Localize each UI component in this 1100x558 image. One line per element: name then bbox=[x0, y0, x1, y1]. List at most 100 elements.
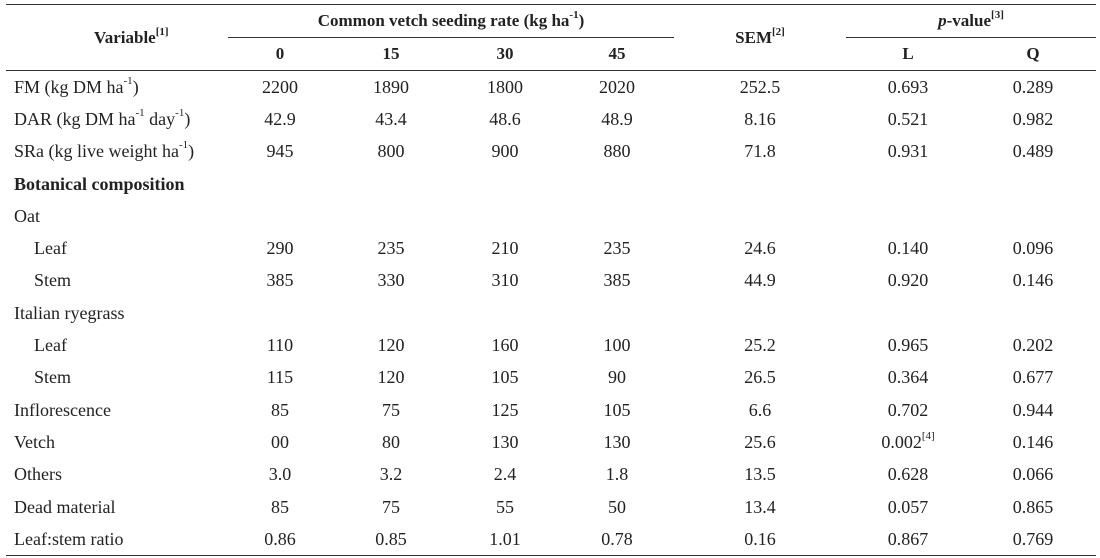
rate-value-cell-text: 85 bbox=[271, 496, 289, 517]
sem-cell-text: 44.9 bbox=[744, 270, 776, 291]
rate-value-cell bbox=[332, 297, 450, 329]
linear-p-cell bbox=[846, 200, 970, 232]
quadratic-p-cell: 0.944 bbox=[970, 394, 1096, 426]
row-label: FM (kg DM ha-1) bbox=[6, 71, 228, 104]
linear-p-cell: 0.867 bbox=[846, 523, 970, 556]
quadratic-p-cell: 0.677 bbox=[970, 362, 1096, 394]
rate-value-cell: 110 bbox=[228, 329, 332, 361]
quadratic-p-cell: 0.489 bbox=[970, 136, 1096, 168]
row-label-text: FM (kg DM ha bbox=[14, 76, 124, 97]
rate-value-cell: 310 bbox=[450, 265, 560, 297]
rate-value-cell-text: 100 bbox=[603, 335, 631, 356]
row-label: Inflorescence bbox=[6, 394, 228, 426]
rate-value-cell: 120 bbox=[332, 362, 450, 394]
rate-value-cell bbox=[228, 297, 332, 329]
row-label-sup2: -1 bbox=[175, 106, 185, 119]
rate-header-0: 0 bbox=[275, 44, 285, 63]
rate-value-cell-text: 120 bbox=[377, 335, 405, 356]
rate-value-cell-text: 2200 bbox=[262, 76, 298, 97]
seeding-rate-group-header: Common vetch seeding rate (kg ha-1) bbox=[228, 4, 674, 38]
empty-cell bbox=[228, 168, 332, 200]
rate-value-cell: 1.01 bbox=[450, 523, 560, 556]
row-label: DAR (kg DM ha-1 day-1) bbox=[6, 103, 228, 135]
row-label: Others bbox=[6, 459, 228, 491]
rate-value-cell: 105 bbox=[560, 394, 674, 426]
rate-value-cell bbox=[332, 200, 450, 232]
rate-value-cell-text: 3.2 bbox=[379, 464, 403, 485]
rate-value-cell: 130 bbox=[560, 426, 674, 458]
linear-p-cell-text: 0.140 bbox=[887, 238, 929, 259]
rate-value-cell: 0.78 bbox=[560, 523, 674, 556]
group-title-sup: -1 bbox=[569, 9, 579, 21]
sem-header: SEM[2] bbox=[674, 5, 846, 71]
rate-value-cell: 115 bbox=[228, 362, 332, 394]
row-label-post1: ) bbox=[132, 76, 139, 97]
rate-value-cell-text: 55 bbox=[496, 496, 514, 517]
quadratic-p-cell-text: 0.066 bbox=[1012, 464, 1054, 485]
sem-cell-text: 26.5 bbox=[744, 367, 776, 388]
rate-value-cell: 75 bbox=[332, 394, 450, 426]
linear-header: L bbox=[902, 44, 914, 63]
rate-value-cell: 80 bbox=[332, 426, 450, 458]
row-label-text: Dead material bbox=[14, 496, 116, 517]
rate-header-45: 45 bbox=[608, 44, 626, 63]
sem-cell bbox=[674, 200, 846, 232]
linear-p-cell: 0.931 bbox=[846, 136, 970, 168]
linear-p-cell-text: 0.920 bbox=[887, 270, 929, 291]
quadratic-p-cell: 0.202 bbox=[970, 329, 1096, 361]
rate-value-cell: 42.9 bbox=[228, 103, 332, 135]
linear-p-cell-text: 0.702 bbox=[887, 399, 929, 420]
row-label: Leaf bbox=[6, 232, 228, 264]
sem-cell: 71.8 bbox=[674, 136, 846, 168]
rate-value-cell: 75 bbox=[332, 491, 450, 523]
linear-p-cell-text: 0.965 bbox=[887, 335, 929, 356]
sem-cell: 25.2 bbox=[674, 329, 846, 361]
rate-value-cell-text: 130 bbox=[603, 431, 631, 452]
table-row: DAR (kg DM ha-1 day-1) 42.9 43.4 48.6 48.9 8.… bbox=[6, 103, 1096, 135]
sem-cell: 13.5 bbox=[674, 459, 846, 491]
sem-cell-text: 13.4 bbox=[744, 496, 776, 517]
sem-cell: 25.6 bbox=[674, 426, 846, 458]
linear-p-cell: 0.140 bbox=[846, 232, 970, 264]
quadratic-p-cell: 0.865 bbox=[970, 491, 1096, 523]
rate-value-cell-text: 0.78 bbox=[601, 528, 633, 549]
rate-value-cell-text: 125 bbox=[491, 399, 519, 420]
row-label: Stem bbox=[6, 362, 228, 394]
sem-header-text: SEM bbox=[735, 27, 772, 47]
rate-value-cell: 130 bbox=[450, 426, 560, 458]
rate-value-cell-text: 115 bbox=[266, 367, 294, 388]
linear-p-cell-text: 0.364 bbox=[887, 367, 929, 388]
sem-cell-text: 71.8 bbox=[744, 141, 776, 162]
rate-value-cell: 00 bbox=[228, 426, 332, 458]
row-label: Leaf:stem ratio bbox=[6, 523, 228, 556]
linear-p-cell-text: 0.867 bbox=[887, 528, 929, 549]
quadratic-p-cell: 0.982 bbox=[970, 103, 1096, 135]
row-label: Leaf bbox=[6, 329, 228, 361]
quadratic-p-cell-text: 0.944 bbox=[1012, 399, 1054, 420]
row-label-sup1: -1 bbox=[178, 139, 189, 152]
rate-value-cell bbox=[560, 200, 674, 232]
linear-p-cell-text: 0.931 bbox=[887, 141, 929, 162]
row-label-text: Vetch bbox=[14, 431, 55, 452]
empty-cell bbox=[674, 168, 846, 200]
quadratic-p-cell-text: 0.146 bbox=[1012, 431, 1054, 452]
rate-value-cell: 3.0 bbox=[228, 459, 332, 491]
rate-value-cell-text: 130 bbox=[491, 431, 519, 452]
rate-value-cell-text: 0.85 bbox=[375, 528, 407, 549]
empty-cell bbox=[846, 168, 970, 200]
rate-value-cell-text: 235 bbox=[603, 238, 631, 259]
linear-p-cell-text: 0.002 bbox=[881, 431, 922, 452]
row-label-text: Italian ryegrass bbox=[14, 302, 125, 323]
rate-value-cell: 900 bbox=[450, 136, 560, 168]
rate-value-cell: 0.85 bbox=[332, 523, 450, 556]
quadratic-p-cell-text: 0.096 bbox=[1012, 238, 1054, 259]
linear-p-cell-text: 0.521 bbox=[887, 108, 929, 129]
rate-value-cell: 385 bbox=[560, 265, 674, 297]
rate-value-cell: 235 bbox=[332, 232, 450, 264]
row-label-text: Leaf bbox=[34, 335, 67, 356]
table-row: Leaf 110 120 160 100 25.2 0.965 0.202 bbox=[6, 329, 1096, 361]
linear-p-cell: 0.521 bbox=[846, 103, 970, 135]
row-label-text: Stem bbox=[34, 270, 72, 291]
sem-cell-text: 6.6 bbox=[748, 399, 772, 420]
sem-cell-text: 25.2 bbox=[744, 335, 776, 356]
